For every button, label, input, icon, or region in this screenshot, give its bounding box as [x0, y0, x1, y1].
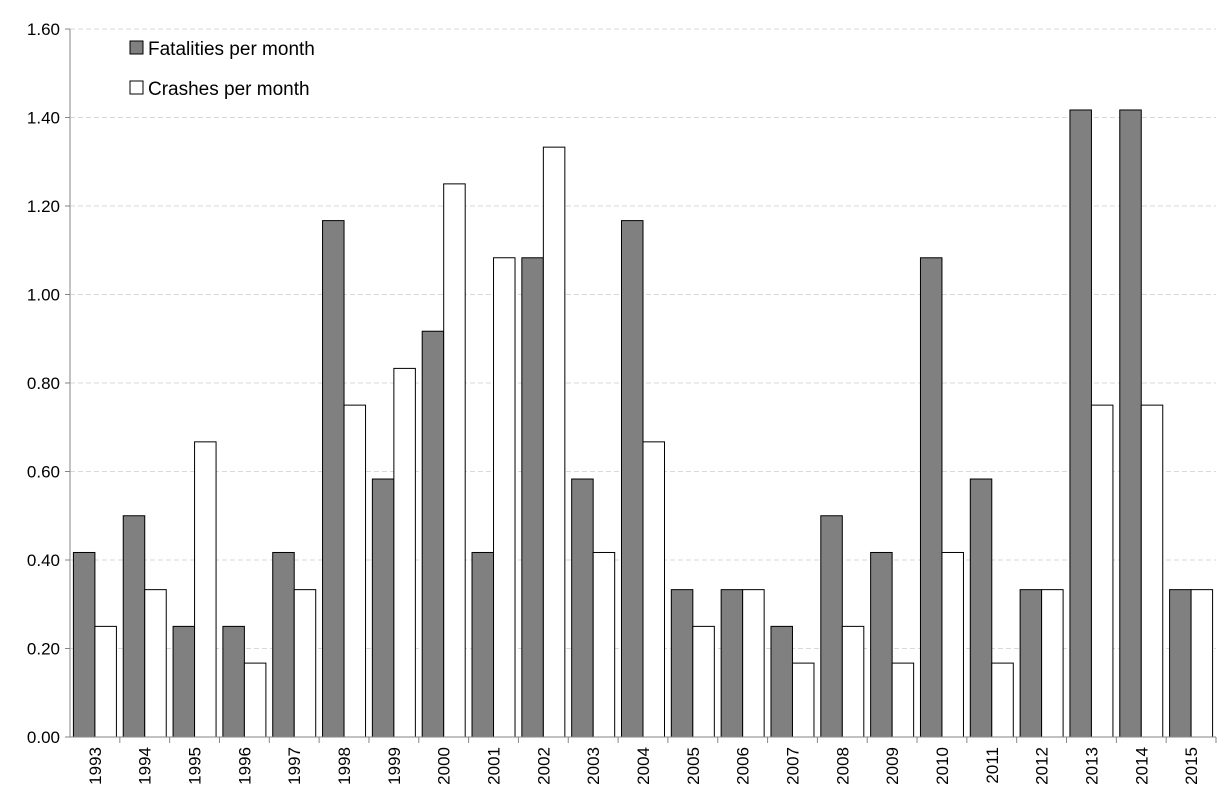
bar-fatalities	[870, 551, 893, 738]
y-tick-label: 0.80	[27, 374, 60, 393]
bar-fatalities	[720, 589, 744, 738]
x-tick-label: 1994	[136, 747, 155, 785]
x-tick-labels: 1993 1994 1995 1996 1997 1998 1999 2000 2001 2002…	[86, 747, 1201, 785]
bar-fatalities	[371, 478, 395, 738]
x-tick-label: 2001	[485, 747, 504, 785]
y-tick-label: 0.60	[27, 463, 60, 482]
bar-fatalities	[820, 515, 843, 738]
bar-fatalities	[670, 589, 694, 738]
bar-fatalities	[172, 625, 196, 738]
bar-crashes	[791, 662, 815, 738]
x-tick-label: 1998	[335, 747, 354, 785]
legend-swatch	[129, 80, 144, 95]
bar-fatalities	[919, 257, 943, 738]
axes-group	[65, 28, 1217, 743]
bar-crashes	[1190, 589, 1214, 738]
x-tick-label: 1996	[235, 747, 254, 785]
x-tick-label: 2010	[933, 747, 952, 785]
bar-crashes	[144, 589, 167, 738]
bar-fatalities	[122, 515, 146, 738]
bar-crashes	[991, 662, 1014, 738]
legend-label: Fatalities per month	[148, 39, 315, 60]
bar-fatalities	[969, 478, 993, 738]
y-tick-label: 1.00	[27, 286, 60, 305]
bar-crashes	[343, 404, 367, 738]
bar-crashes	[1041, 589, 1064, 738]
bar-fatalities	[272, 551, 295, 738]
y-tick-label: 1.20	[27, 197, 60, 216]
bar-crashes	[243, 662, 267, 738]
x-tick-label: 1995	[186, 747, 205, 785]
bar-fatalities	[72, 551, 96, 738]
bar-crashes	[194, 441, 217, 738]
x-tick-label: 1993	[86, 747, 105, 785]
x-tick-label: 2014	[1132, 747, 1151, 785]
x-tick-label: 2009	[883, 747, 902, 785]
x-tick-label: 2000	[435, 747, 454, 785]
legend-swatch	[129, 40, 144, 55]
bar-fatalities	[1019, 589, 1043, 738]
bar-crashes	[293, 589, 317, 738]
legend: Fatalities per month Crashes per month	[129, 39, 315, 100]
bar-fatalities	[471, 551, 495, 738]
x-tick-label: 2003	[584, 747, 603, 785]
y-tick-label: 0.40	[27, 551, 60, 570]
bar-crashes	[891, 662, 915, 738]
bar-fatalities	[322, 220, 345, 738]
bar-fatalities	[571, 478, 594, 738]
x-tick-label: 2013	[1082, 747, 1101, 785]
x-tick-label: 2011	[983, 747, 1002, 784]
bar-crashes	[94, 625, 117, 738]
bar-crashes	[592, 551, 616, 738]
bar-crashes	[542, 146, 566, 738]
bar-crashes	[841, 625, 865, 738]
bar-crashes	[493, 257, 516, 738]
legend-label: Crashes per month	[148, 79, 310, 100]
x-tick-label: 2004	[634, 747, 653, 785]
x-tick-label: 2002	[534, 747, 553, 785]
bar-crashes	[742, 589, 765, 738]
bar-crashes	[642, 441, 665, 738]
x-tick-label: 1999	[385, 747, 404, 785]
y-tick-label: 1.40	[27, 109, 60, 128]
y-tick-label: 0.20	[27, 640, 60, 659]
x-tick-label: 2007	[783, 747, 802, 785]
x-tick-label: 2012	[1033, 747, 1052, 785]
bar-crashes	[393, 367, 416, 738]
x-tick-label: 2005	[684, 747, 703, 785]
y-tick-label: 1.60	[27, 20, 60, 39]
x-tick-label: 2006	[734, 747, 753, 785]
bar-fatalities	[1169, 589, 1192, 738]
bar-fatalities	[621, 220, 644, 738]
bar-crashes	[941, 551, 964, 738]
bar-fatalities	[421, 330, 445, 738]
y-tick-label: 0.00	[27, 728, 60, 747]
bar-fatalities	[770, 625, 793, 738]
x-tick-label: 1997	[285, 747, 304, 785]
bar-crashes	[692, 625, 715, 738]
x-tick-label: 2008	[833, 747, 852, 785]
bar-fatalities	[1069, 109, 1092, 738]
bar-fatalities	[222, 625, 245, 738]
bar-crashes	[1140, 404, 1164, 738]
x-tick-label: 2015	[1182, 747, 1201, 785]
bar-fatalities	[1119, 109, 1142, 738]
bar-crashes	[443, 183, 466, 738]
y-tick-labels: 0.00 0.20 0.40 0.60 0.80 1.00 1.20 1.40 1.60	[27, 20, 60, 747]
bars-group	[72, 109, 1214, 738]
bar-crashes	[1090, 404, 1114, 738]
bar-fatalities	[521, 257, 544, 738]
